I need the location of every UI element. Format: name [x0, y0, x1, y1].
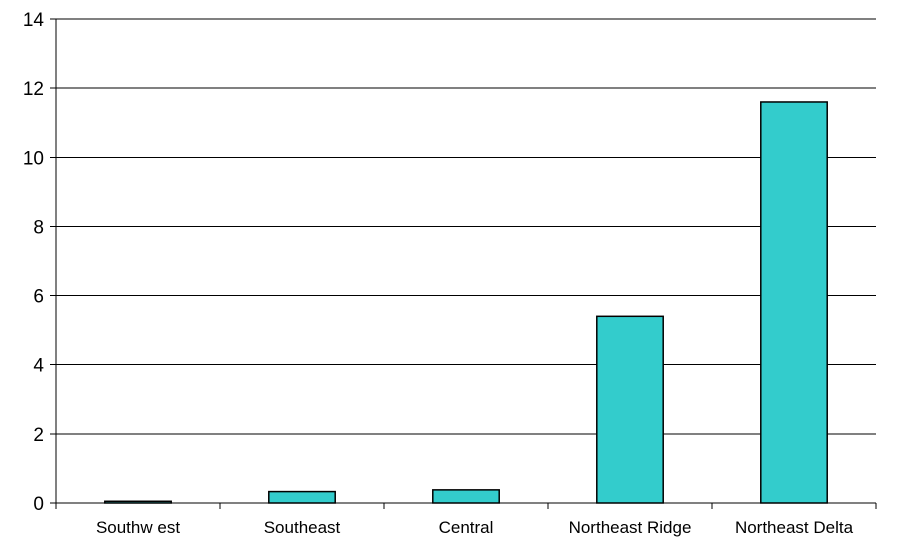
y-tick-label: 14 [23, 10, 45, 31]
y-tick-label: 4 [33, 356, 44, 377]
gridlines [56, 19, 876, 434]
x-category-label: Northeast Delta [735, 518, 854, 537]
y-tick-label: 0 [33, 494, 44, 515]
bars [105, 102, 827, 503]
y-tick-label: 10 [23, 148, 44, 169]
y-tick-label: 6 [33, 287, 44, 308]
x-category-label: Central [439, 518, 494, 537]
x-category-label: Southw est [96, 518, 180, 537]
axis-ticks [50, 19, 876, 509]
x-category-label: Northeast Ridge [569, 518, 692, 537]
axes [56, 19, 876, 503]
y-tick-label: 12 [23, 79, 44, 100]
y-tick-label: 8 [33, 217, 44, 238]
y-tick-labels: 0 2 4 6 8 10 12 14 [23, 10, 45, 515]
bar [433, 490, 499, 503]
bar [269, 492, 335, 503]
y-tick-label: 2 [33, 425, 44, 446]
bar [597, 316, 663, 503]
x-category-labels: Southw est Southeast Central Northeast Ridg… [96, 518, 854, 537]
x-category-label: Southeast [264, 518, 341, 537]
bar [761, 102, 827, 503]
